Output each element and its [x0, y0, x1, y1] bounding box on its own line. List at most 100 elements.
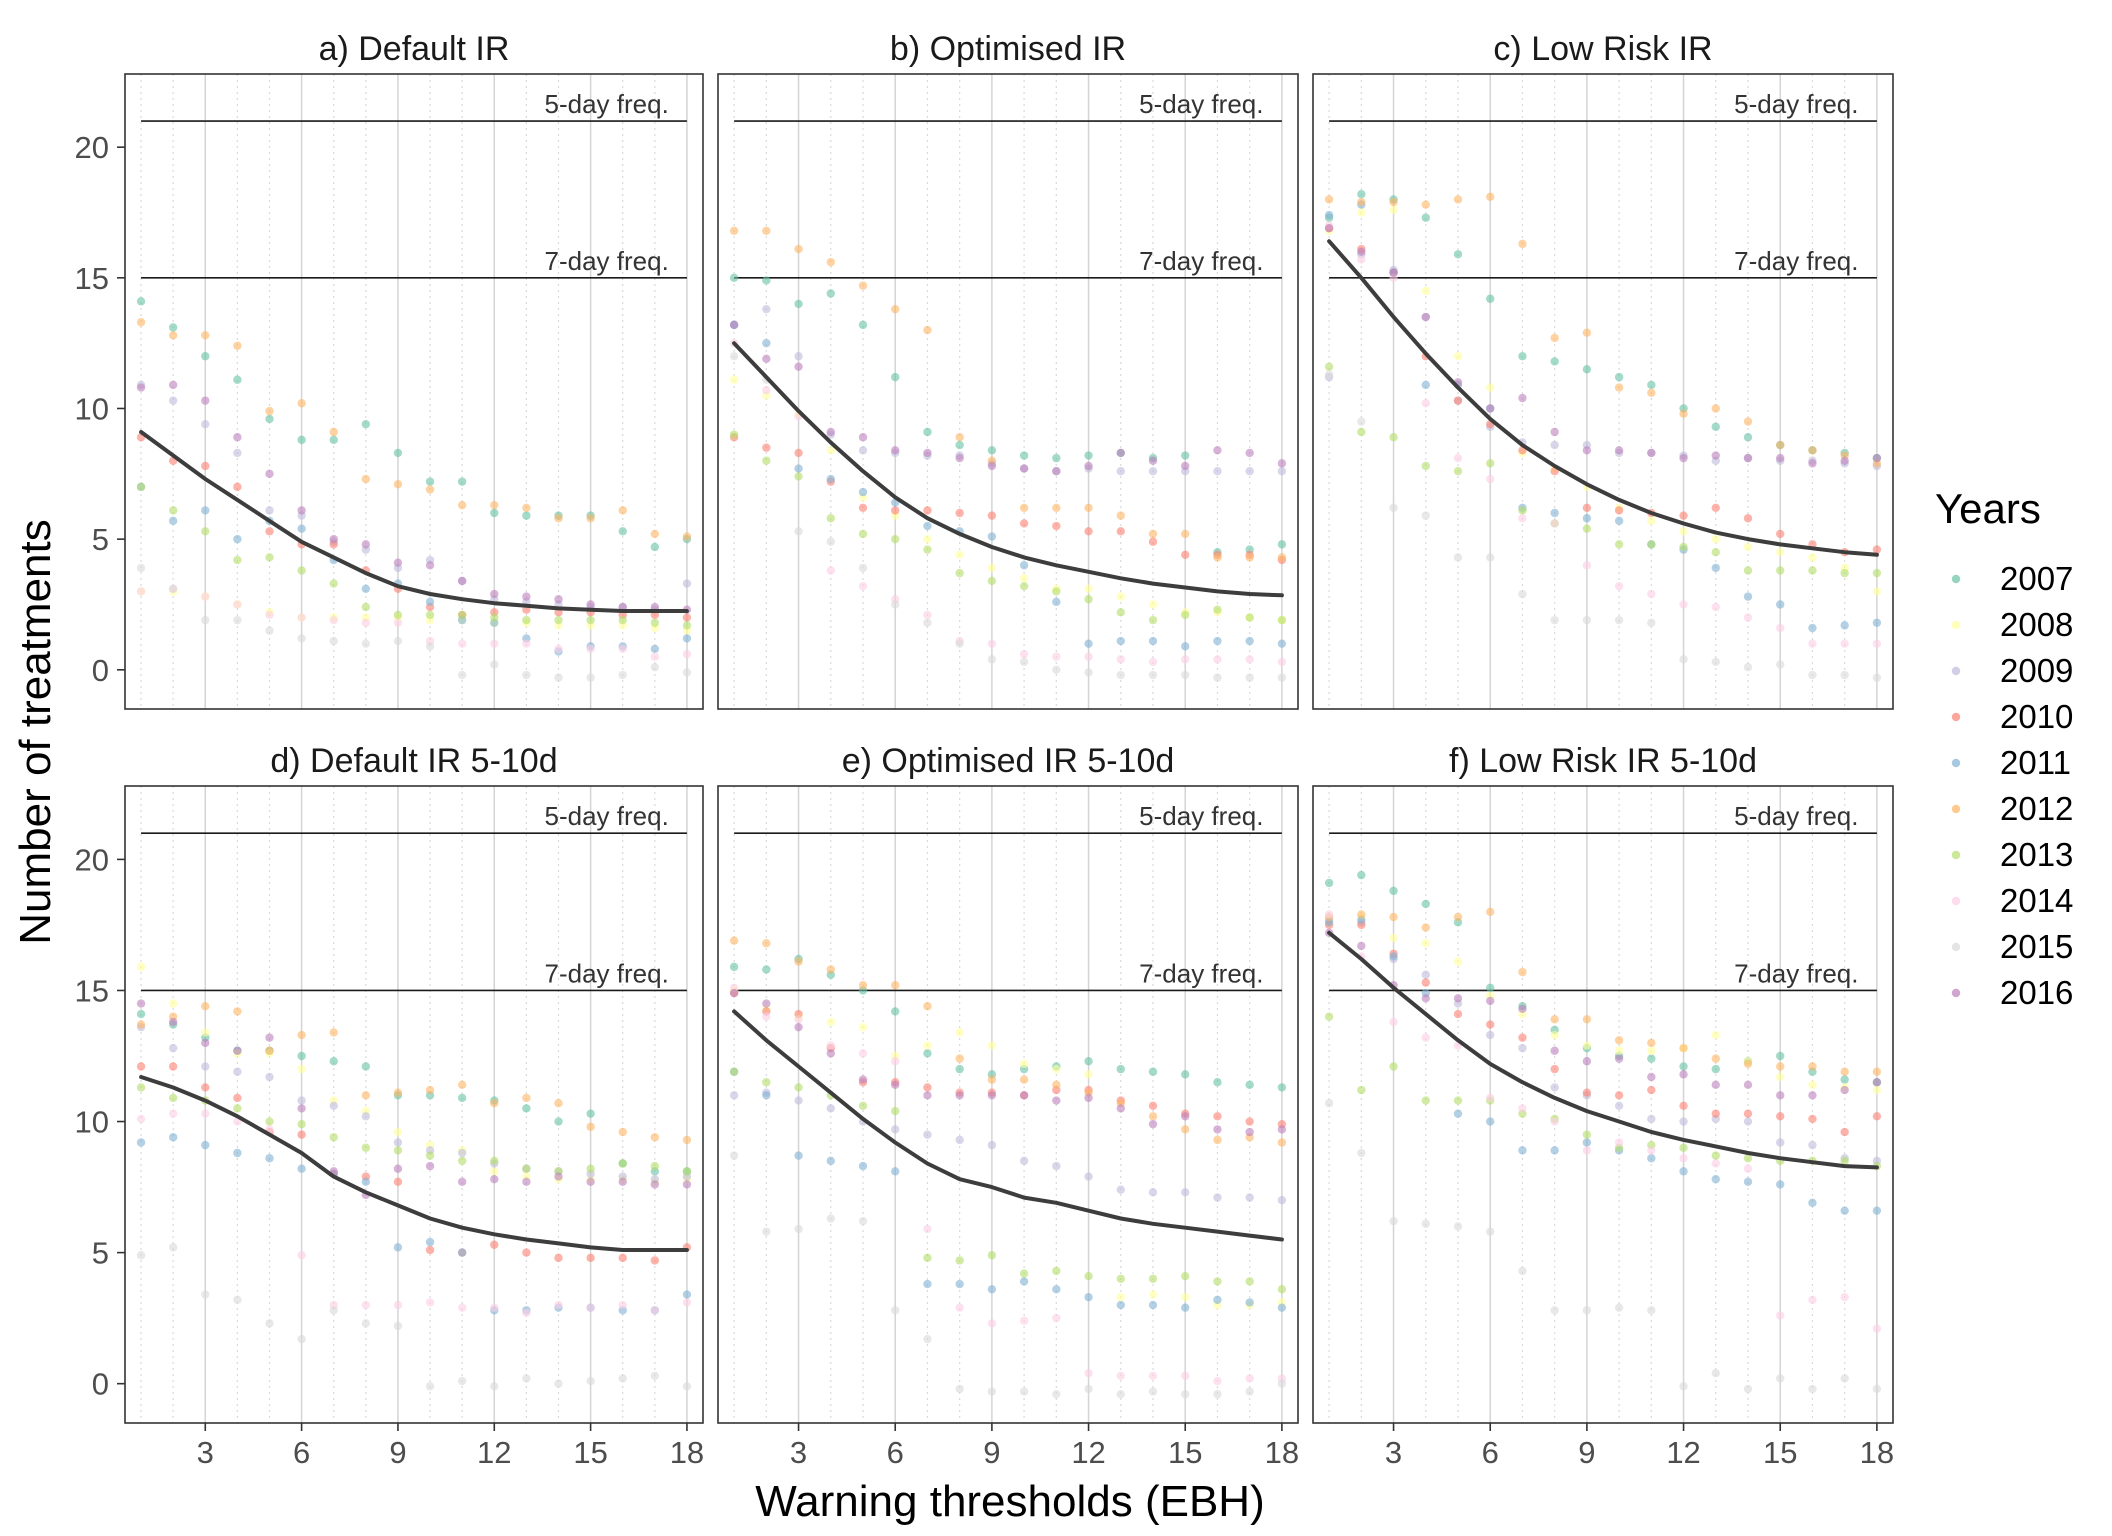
data-point — [393, 558, 403, 567]
x-tick-label: 12 — [477, 1435, 511, 1470]
data-point — [1550, 508, 1559, 518]
data-point — [554, 514, 563, 523]
data-point — [1324, 910, 1334, 919]
data-point — [265, 1046, 274, 1055]
reference-line-label: 7-day freq. — [1734, 958, 1858, 988]
data-point — [1116, 511, 1125, 520]
data-point — [650, 1256, 660, 1265]
data-point — [1808, 1140, 1817, 1150]
data-point — [682, 668, 692, 677]
data-point — [1116, 1292, 1125, 1302]
data-point — [136, 962, 146, 972]
data-point — [1518, 1146, 1527, 1155]
data-point — [393, 1164, 403, 1173]
x-tick-label: 6 — [1482, 1435, 1499, 1470]
data-point — [1245, 1080, 1254, 1090]
data-point — [987, 532, 997, 541]
data-point — [1019, 503, 1029, 512]
y-tick-label: 10 — [75, 391, 109, 426]
data-point — [1084, 668, 1093, 677]
data-point — [1872, 1067, 1882, 1076]
data-point — [955, 1064, 964, 1074]
data-point — [955, 639, 964, 648]
data-point — [393, 1146, 403, 1155]
data-point — [393, 618, 403, 627]
data-point — [923, 325, 932, 335]
data-point — [265, 414, 274, 424]
data-point — [923, 545, 932, 554]
data-point — [1743, 1117, 1753, 1126]
trend-line — [139, 1075, 689, 1252]
data-point — [762, 965, 771, 974]
data-point — [826, 1017, 835, 1027]
data-point — [618, 1300, 627, 1310]
data-point — [1453, 1109, 1463, 1118]
data-point — [1614, 446, 1624, 455]
data-point — [955, 1028, 964, 1037]
data-point — [168, 331, 178, 340]
data-point — [1052, 1096, 1061, 1105]
data-point — [1084, 503, 1093, 512]
data-point — [618, 1253, 627, 1263]
data-point — [297, 634, 306, 643]
data-point — [1808, 1295, 1817, 1304]
data-point — [1245, 1374, 1254, 1383]
data-point — [1711, 1080, 1720, 1090]
data-point — [1840, 670, 1849, 680]
y-tick-label: 20 — [75, 842, 109, 877]
data-point — [794, 464, 803, 473]
data-point — [1148, 529, 1158, 539]
reference-line-label: 7-day freq. — [1734, 246, 1858, 276]
data-point — [1245, 636, 1254, 646]
data-point — [490, 1303, 499, 1312]
data-point — [955, 1279, 964, 1289]
data-point — [1213, 467, 1222, 476]
data-point — [1421, 994, 1430, 1003]
data-point — [1486, 1117, 1495, 1126]
data-point — [826, 537, 835, 546]
data-point — [1518, 1004, 1527, 1014]
data-point — [1679, 1143, 1688, 1152]
data-point — [201, 419, 210, 429]
data-point — [1421, 200, 1430, 209]
panel: c) Low Risk IR 5-day freq. 7-day freq. — [1312, 30, 1894, 710]
data-point — [1052, 521, 1061, 531]
data-point — [586, 600, 595, 609]
data-point — [826, 514, 835, 523]
data-point — [1614, 1036, 1624, 1045]
data-point — [891, 372, 900, 382]
data-point — [1052, 467, 1061, 476]
data-point — [1518, 1043, 1527, 1053]
data-point — [891, 1125, 900, 1134]
data-point — [1614, 581, 1624, 591]
data-point — [1872, 673, 1882, 682]
y-tick-label: 5 — [92, 522, 109, 557]
data-point — [1808, 446, 1817, 455]
legend-label: 2011 — [2000, 744, 2071, 781]
data-point — [1052, 652, 1061, 661]
data-point — [457, 576, 467, 586]
data-point — [201, 1062, 210, 1071]
data-point — [1019, 657, 1029, 667]
data-point — [762, 443, 771, 452]
data-point — [1148, 670, 1158, 680]
data-point — [1679, 1062, 1688, 1071]
data-point — [1148, 636, 1158, 646]
data-point — [1872, 1112, 1882, 1121]
data-point — [1277, 1195, 1287, 1205]
data-point — [923, 1041, 932, 1050]
data-point — [682, 634, 692, 643]
legend-key — [1951, 758, 1961, 768]
data-point — [1084, 1292, 1093, 1302]
data-point — [1116, 655, 1125, 664]
data-point — [618, 644, 627, 654]
data-point — [522, 615, 531, 625]
data-point — [1052, 587, 1061, 596]
data-point — [136, 482, 146, 492]
data-point — [201, 1038, 210, 1048]
data-point — [1148, 1274, 1158, 1284]
data-point — [1357, 1085, 1366, 1095]
data-point — [1550, 1146, 1559, 1155]
data-point — [297, 1164, 306, 1173]
data-point — [1840, 1206, 1849, 1215]
